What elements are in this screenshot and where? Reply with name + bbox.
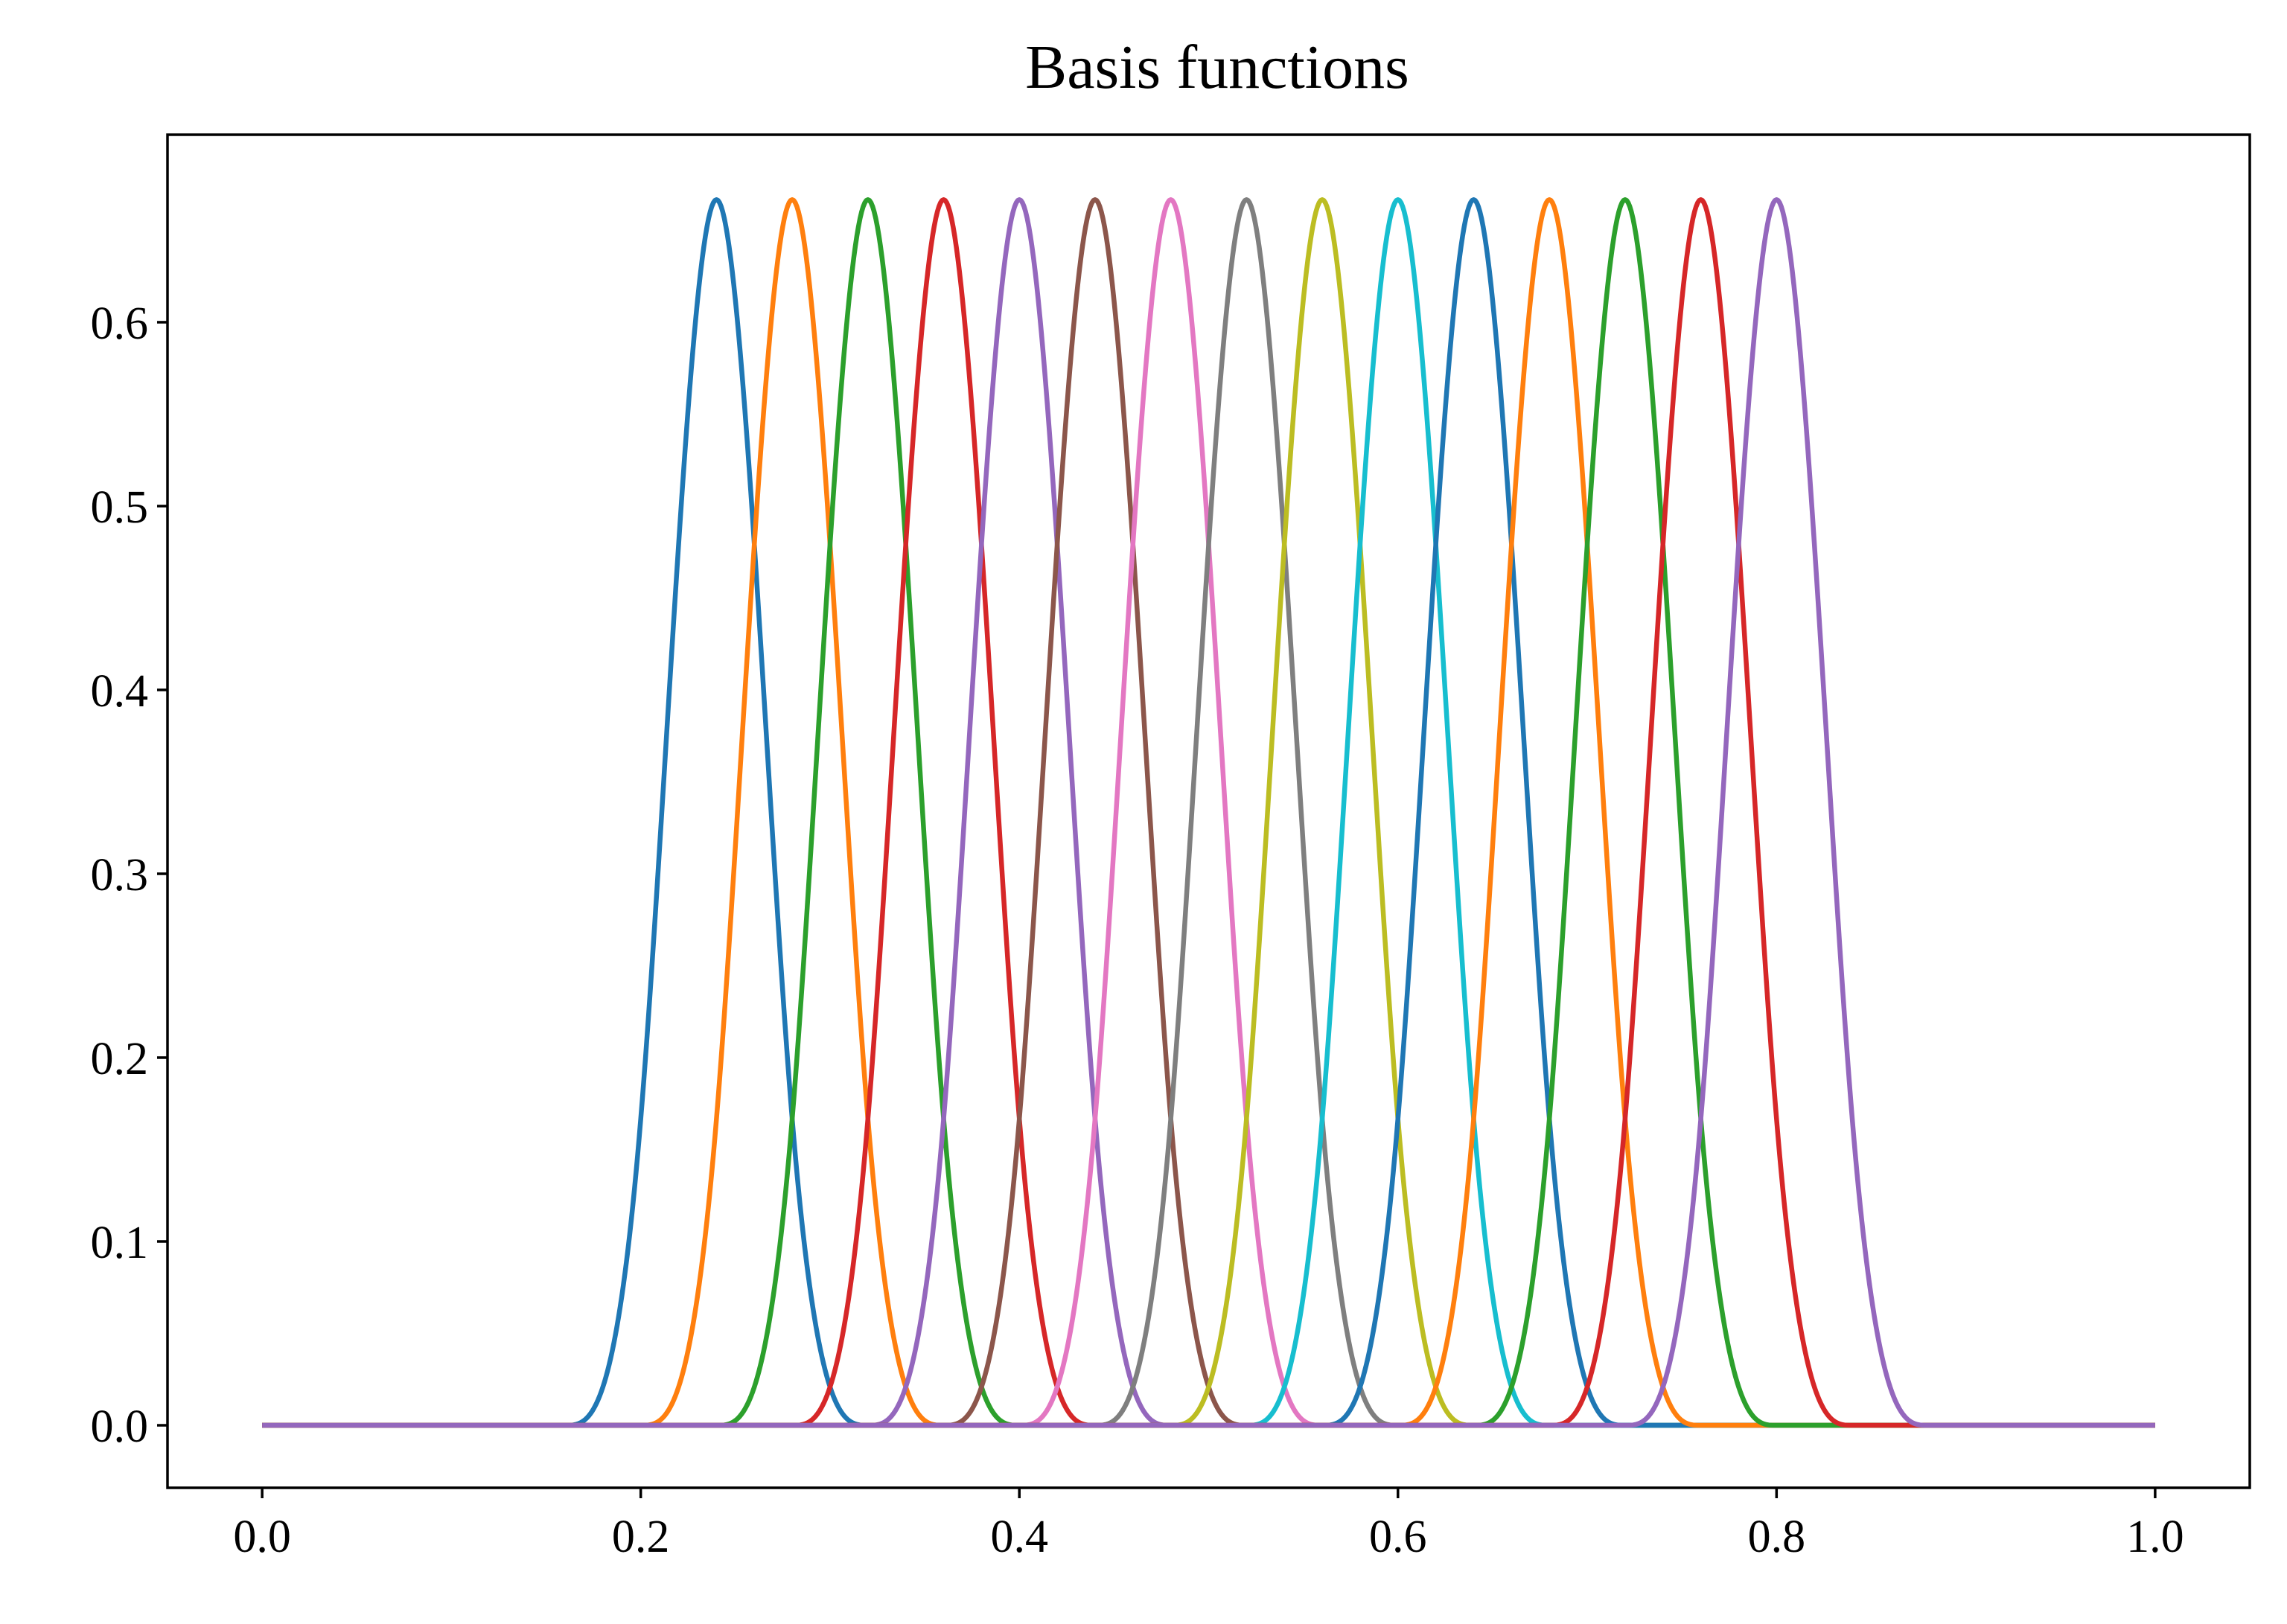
y-tick-label: 0.1 bbox=[91, 1218, 149, 1268]
basis-curve-14 bbox=[261, 197, 2156, 1428]
y-tick-label: 0.4 bbox=[91, 666, 149, 717]
basis-curve-7 bbox=[261, 197, 2156, 1428]
y-tick-label: 0.3 bbox=[91, 850, 149, 901]
y-axis: 0.0 0.1 0.2 0.3 0.4 0.5 0.6 bbox=[91, 298, 168, 1452]
basis-curve-10 bbox=[261, 197, 2156, 1428]
y-tick-label: 0.6 bbox=[91, 298, 149, 349]
basis-curve-12 bbox=[261, 197, 2156, 1428]
x-tick-label: 0.4 bbox=[990, 1512, 1048, 1562]
basis-curve-11 bbox=[261, 197, 2156, 1428]
basis-curve-15 bbox=[261, 197, 2156, 1428]
x-tick-label: 0.8 bbox=[1748, 1512, 1806, 1562]
basis-curve-3 bbox=[261, 197, 2156, 1428]
x-tick-label: 0.0 bbox=[233, 1512, 291, 1562]
series-group bbox=[261, 197, 2156, 1428]
basis-curve-4 bbox=[261, 197, 2156, 1428]
basis-curve-13 bbox=[261, 197, 2156, 1428]
y-tick-label: 0.5 bbox=[91, 482, 149, 533]
chart-title: Basis functions bbox=[1025, 33, 1409, 102]
basis-curve-5 bbox=[261, 197, 2156, 1428]
basis-curve-8 bbox=[261, 197, 2156, 1428]
x-tick-label: 0.2 bbox=[612, 1512, 670, 1562]
plot-frame bbox=[166, 133, 2251, 1489]
basis-curve-2 bbox=[261, 197, 2156, 1428]
x-axis: 0.0 0.2 0.4 0.6 0.8 1.0 bbox=[233, 1488, 2184, 1562]
basis-curve-9 bbox=[261, 197, 2156, 1428]
basis-curve-1 bbox=[261, 197, 2156, 1428]
y-tick-label: 0.2 bbox=[91, 1034, 149, 1084]
basis-curve-6 bbox=[261, 197, 2156, 1428]
x-tick-label: 0.6 bbox=[1369, 1512, 1427, 1562]
y-tick-label: 0.0 bbox=[91, 1401, 149, 1452]
x-tick-label: 1.0 bbox=[2126, 1512, 2184, 1562]
